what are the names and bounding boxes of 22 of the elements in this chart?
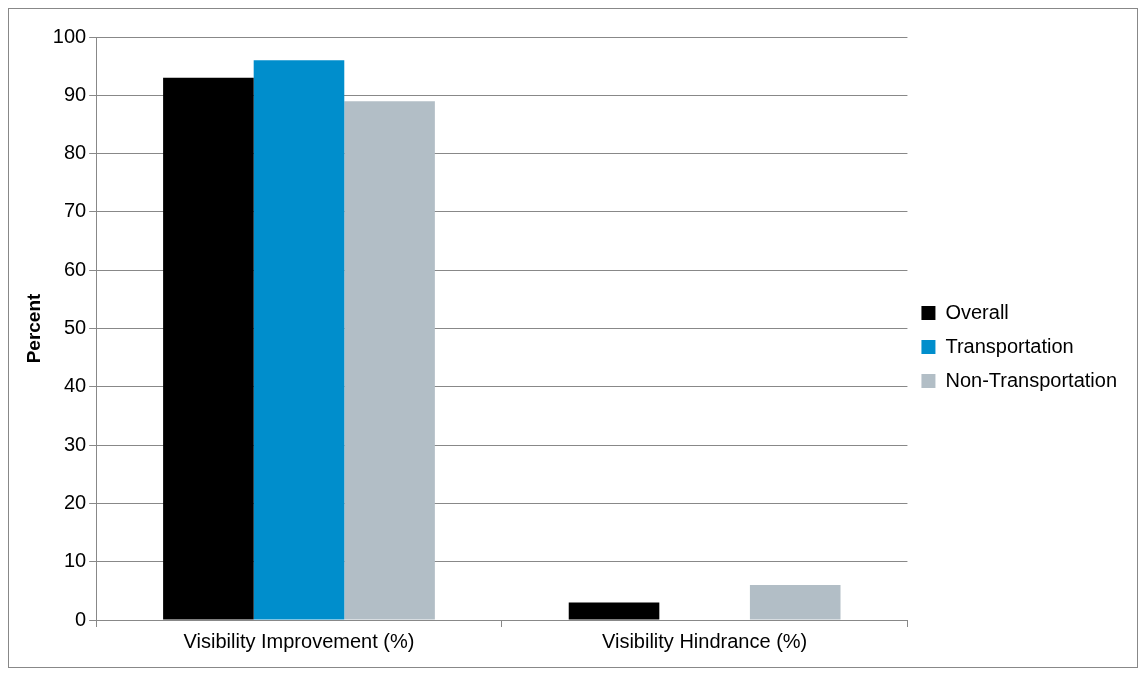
bar: [163, 77, 254, 620]
y-tick-label: 90: [63, 82, 87, 105]
legend-label: Overall: [945, 300, 1009, 323]
x-tick-label: Visibility Hindrance (%): [601, 629, 808, 652]
legend-label: Non-Transportation: [945, 368, 1117, 391]
bar: [749, 585, 841, 620]
y-tick-label: 100: [52, 24, 87, 47]
bar: [253, 60, 345, 620]
y-tick-label: 50: [63, 316, 87, 339]
bar: [344, 101, 435, 620]
y-axis-title: Percent: [22, 292, 44, 364]
y-tick-label: 40: [63, 374, 87, 397]
y-tick-label: 10: [63, 549, 87, 572]
y-tick-label: 0: [75, 607, 87, 630]
y-tick-label: 70: [63, 199, 87, 222]
y-tick-label: 20: [63, 490, 87, 513]
bar: [568, 602, 660, 620]
y-tick-label: 80: [63, 141, 87, 164]
x-tick-label: Visibility Improvement (%): [183, 629, 415, 652]
y-tick-label: 30: [63, 432, 87, 455]
legend-label: Transportation: [945, 334, 1074, 357]
y-tick-label: 60: [63, 257, 87, 280]
